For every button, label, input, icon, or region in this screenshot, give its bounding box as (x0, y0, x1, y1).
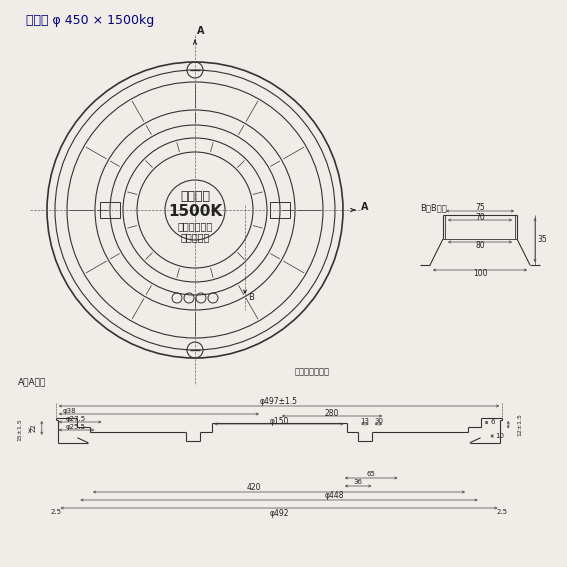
Text: 100: 100 (473, 269, 487, 278)
Bar (270, 202, 290, 218)
Text: 280: 280 (325, 408, 339, 417)
Text: φ150: φ150 (269, 417, 289, 425)
Text: φ27.5: φ27.5 (66, 416, 86, 422)
Text: 口環表示マーク: 口環表示マーク (295, 367, 330, 376)
Text: A: A (361, 202, 369, 212)
Text: φ492: φ492 (269, 509, 289, 518)
Text: φ497±1.5: φ497±1.5 (260, 397, 298, 407)
Text: B－B断面: B－B断面 (420, 204, 447, 213)
Text: 10: 10 (496, 433, 505, 439)
Text: A－A断面: A－A断面 (18, 378, 46, 387)
Text: 35: 35 (537, 235, 547, 244)
Text: 75: 75 (475, 202, 485, 211)
Text: 70: 70 (475, 213, 485, 222)
Text: 13: 13 (361, 418, 370, 424)
Text: して下さい: して下さい (180, 232, 210, 242)
Text: 22: 22 (31, 424, 37, 432)
Text: B: B (248, 294, 254, 303)
Bar (100, 202, 120, 218)
Text: 6: 6 (490, 420, 495, 425)
Text: 30: 30 (374, 418, 383, 424)
Text: 12±1.5: 12±1.5 (518, 413, 523, 436)
Text: 安全荷重: 安全荷重 (180, 189, 210, 202)
Text: 65: 65 (366, 471, 375, 477)
Text: 80: 80 (475, 240, 485, 249)
Text: 2.5: 2.5 (497, 509, 507, 515)
Text: φ25.5: φ25.5 (66, 424, 86, 430)
Text: A: A (197, 26, 205, 36)
Text: 420: 420 (247, 484, 261, 493)
Text: アムズ φ 450 × 1500kg: アムズ φ 450 × 1500kg (26, 14, 154, 27)
Text: φ448: φ448 (324, 492, 344, 501)
Text: 1500K: 1500K (168, 204, 222, 218)
Text: 2.5: 2.5 (50, 509, 61, 515)
Text: 36: 36 (354, 479, 363, 485)
Text: φ38: φ38 (63, 408, 77, 414)
Text: 必ずロックを: 必ずロックを (177, 221, 213, 231)
Text: 15±1.5: 15±1.5 (18, 418, 22, 441)
